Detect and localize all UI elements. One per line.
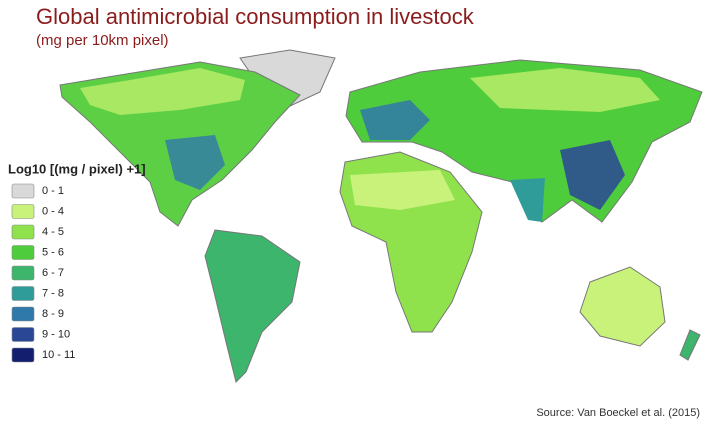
legend-swatch	[11, 306, 35, 322]
source: Source: Van Boeckel et al. (2015)	[536, 407, 700, 419]
legend-swatch	[11, 183, 35, 199]
legend: Log10 [(mg / pixel) +1] 0 - 1 0 - 4 4 - 5 5…	[8, 161, 146, 363]
china	[560, 140, 625, 210]
legend-title: Log10 [(mg / pixel) +1]	[8, 161, 146, 176]
europe	[360, 100, 430, 140]
legend-label: 0 - 1	[42, 185, 64, 197]
legend-swatch	[11, 327, 35, 342]
legend-swatch	[11, 204, 35, 219]
legend-label: 9 - 10	[42, 328, 70, 340]
australia	[579, 266, 666, 347]
legend-swatch	[11, 286, 35, 301]
legend-swatch	[11, 265, 35, 281]
legend-swatch	[11, 347, 35, 363]
legend-label: 0 - 4	[42, 205, 64, 217]
legend-label: 4 - 5	[42, 226, 64, 238]
legend-swatch	[11, 245, 35, 260]
legend-label: 7 - 8	[42, 287, 64, 299]
legend-label: 10 - 11	[42, 349, 75, 361]
legend-label: 6 - 7	[42, 267, 64, 279]
legend-label: 5 - 6	[42, 246, 64, 258]
sahara	[350, 170, 455, 210]
subtitle: (mg per 10km pixel)	[36, 32, 169, 49]
siberia	[470, 68, 660, 112]
us-east	[165, 135, 225, 190]
south-america	[204, 229, 301, 383]
title: Global antimicrobial consumption in live…	[36, 4, 475, 29]
legend-label: 8 - 9	[42, 308, 64, 320]
world-map	[59, 49, 703, 383]
india	[510, 178, 545, 222]
legend-swatch	[11, 224, 35, 240]
north-america-north	[80, 68, 245, 115]
new-zealand	[679, 329, 701, 361]
